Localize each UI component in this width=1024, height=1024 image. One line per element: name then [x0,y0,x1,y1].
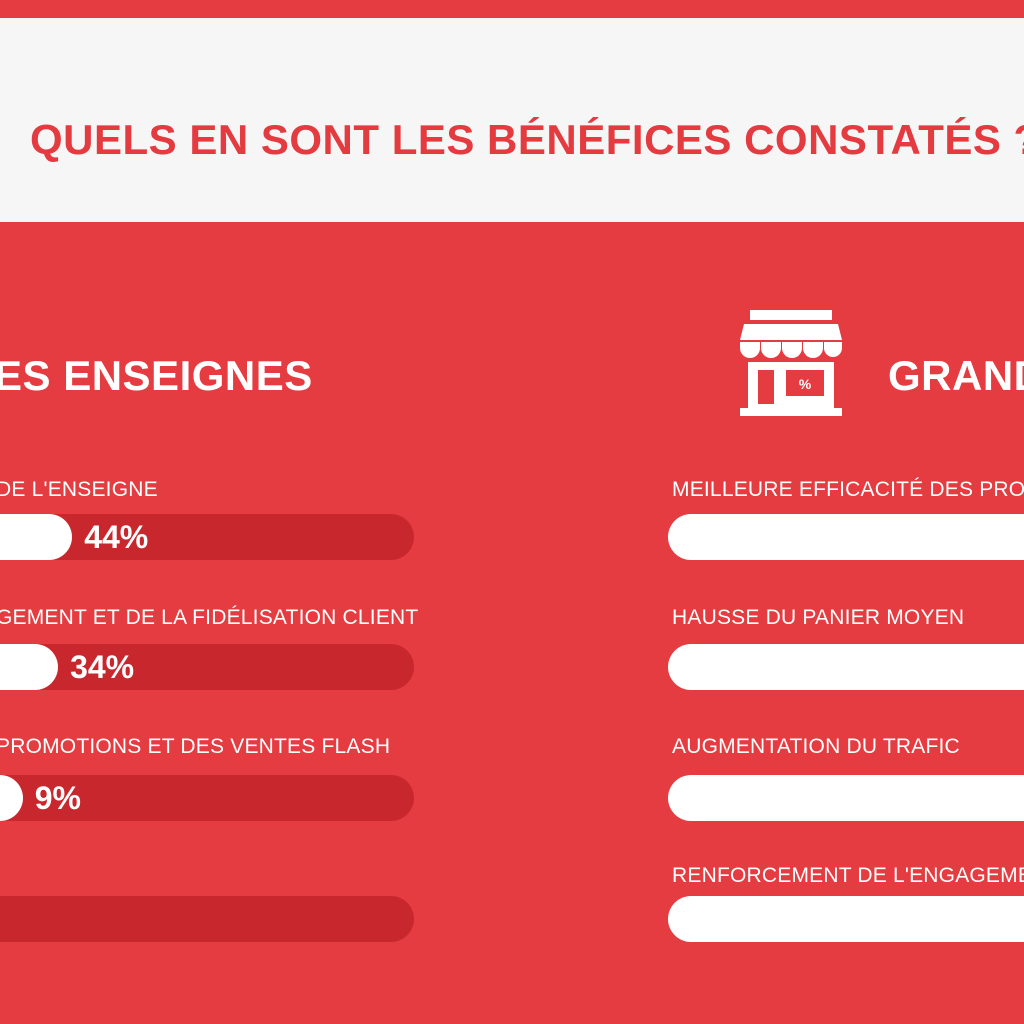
title-band: QUELS EN SONT LES BÉNÉFICES CONSTATÉS ? [0,18,1024,222]
bar-label-1: DE L'ENSEIGNE [0,478,158,501]
bar-track-4 [0,896,414,942]
right-bar-1 [668,514,1024,560]
bar-label-3: PROMOTIONS ET DES VENTES FLASH [0,735,391,758]
page-title: QUELS EN SONT LES BÉNÉFICES CONSTATÉS ? [30,116,1024,163]
bar-track-2 [0,644,414,690]
bar-fill-2 [0,644,59,690]
right-bar-2 [668,644,1024,690]
bar-fill-3 [0,775,23,821]
bar-value-2: 34% [70,649,135,685]
right-item-label-1: MEILLEURE EFFICACITÉ DES PRO [672,478,1024,501]
bar-value-3: 9% [34,780,81,816]
right-bar-4 [668,896,1024,942]
svg-text:%: % [799,376,812,392]
right-section-title: GRAND [888,352,1024,399]
bar-fill-1 [0,514,73,560]
bar-track-3 [0,775,414,821]
right-bar-3 [668,775,1024,821]
left-section-title: ES ENSEIGNES [0,352,313,399]
bar-track-1 [0,514,414,560]
right-item-label-3: AUGMENTATION DU TRAFIC [672,735,960,758]
bar-value-1: 44% [84,519,149,555]
right-item-label-2: HAUSSE DU PANIER MOYEN [672,606,965,629]
bar-label-2: GEMENT ET DE LA FIDÉLISATION CLIENT [0,606,419,629]
right-item-label-4: RENFORCEMENT DE L'ENGAGEME [672,864,1024,887]
top-strip [0,0,1024,18]
store-icon: % [740,310,842,416]
